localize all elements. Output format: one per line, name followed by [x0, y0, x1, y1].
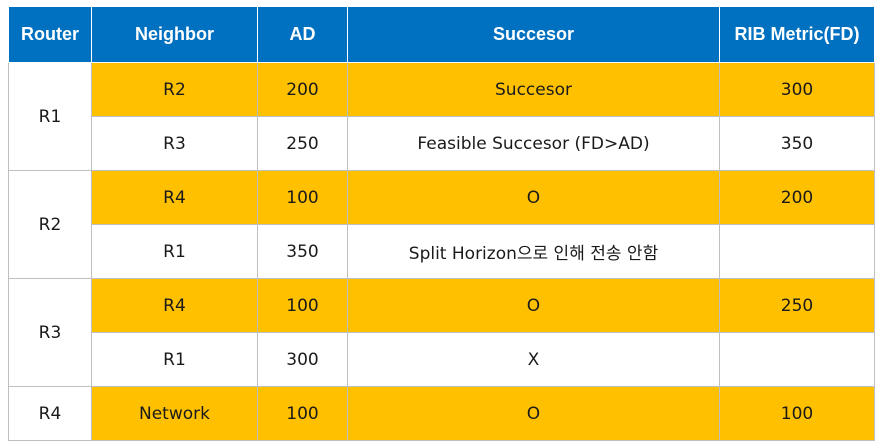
table-header: Router Neighbor AD Succesor RIB Metric(F…: [8, 6, 875, 63]
neighbor-cell: R3: [91, 116, 258, 171]
neighbor-cell: R2: [91, 62, 258, 117]
table-row: R3 R4 100 O 250: [8, 278, 875, 387]
table-row: R1 R2 200 Succesor 300: [8, 62, 875, 171]
metric-cell: 300: [719, 62, 875, 117]
ad-cell: 350: [257, 224, 348, 279]
metric-cell: 100: [719, 386, 875, 441]
ad-cell: 100: [257, 170, 348, 225]
table-row: R2 R4 100 O 200: [8, 170, 875, 279]
successor-cell: Split Horizon으로 인해 전송 안함: [347, 224, 720, 279]
successor-cell: Succesor: [347, 62, 720, 117]
neighbor-cell: R1: [91, 332, 258, 387]
routing-table: Router Neighbor AD Succesor RIB Metric(F…: [8, 6, 875, 441]
table-row: R4 Network 100 O 100: [8, 386, 875, 441]
successor-cell: X: [347, 332, 720, 387]
metric-cell: [719, 224, 875, 279]
ad-cell: 300: [257, 332, 348, 387]
successor-cell: O: [347, 386, 720, 441]
metric-cell: 250: [719, 278, 875, 333]
header-router: Router: [8, 6, 92, 63]
neighbor-cell: R1: [91, 224, 258, 279]
table-body: R1 R2 200 Succesor 300 R3 250 Feasible S…: [8, 62, 875, 441]
ad-cell: 100: [257, 278, 348, 333]
router-cell: R3: [8, 278, 92, 387]
table-row: R1 300 X: [9, 332, 875, 387]
successor-cell: O: [347, 278, 720, 333]
table-row: R3 250 Feasible Succesor (FD>AD) 350: [9, 116, 875, 171]
header-successor: Succesor: [347, 6, 720, 63]
router-cell: R4: [8, 386, 92, 441]
router-cell: R2: [8, 170, 92, 279]
neighbor-cell: Network: [91, 386, 258, 441]
neighbor-cell: R4: [91, 170, 258, 225]
ad-cell: 200: [257, 62, 348, 117]
successor-cell: O: [347, 170, 720, 225]
header-ad: AD: [257, 6, 348, 63]
header-rib-metric: RIB Metric(FD): [719, 6, 875, 63]
header-neighbor: Neighbor: [91, 6, 258, 63]
metric-cell: [719, 332, 875, 387]
neighbor-cell: R4: [91, 278, 258, 333]
metric-cell: 350: [719, 116, 875, 171]
successor-cell: Feasible Succesor (FD>AD): [347, 116, 720, 171]
ad-cell: 250: [257, 116, 348, 171]
table-row: R1 350 Split Horizon으로 인해 전송 안함: [9, 224, 875, 279]
ad-cell: 100: [257, 386, 348, 441]
router-cell: R1: [8, 62, 92, 171]
metric-cell: 200: [719, 170, 875, 225]
header-row: Router Neighbor AD Succesor RIB Metric(F…: [8, 6, 875, 63]
